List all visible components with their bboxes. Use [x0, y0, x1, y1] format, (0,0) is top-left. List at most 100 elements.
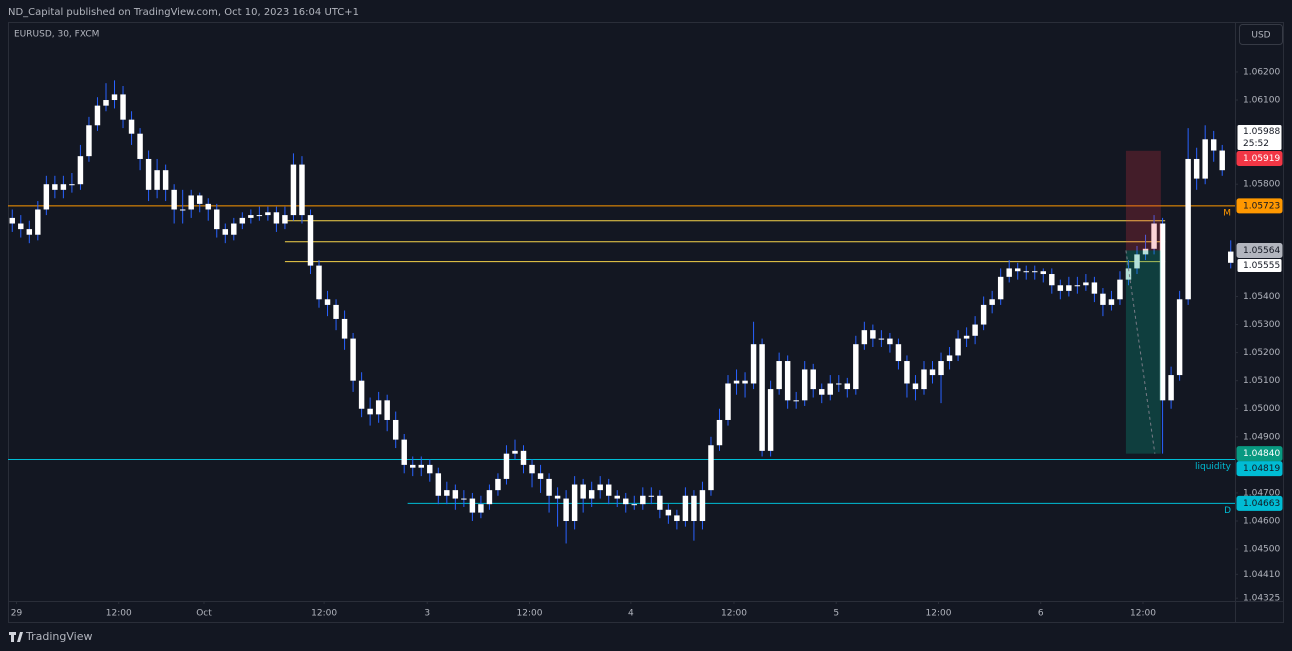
- candle-body: [699, 490, 706, 522]
- candle-body: [478, 504, 484, 513]
- candle-body: [793, 400, 799, 402]
- candle-body: [588, 490, 595, 499]
- candle-body: [290, 164, 297, 216]
- candle-body: [640, 495, 646, 505]
- candle-body: [870, 330, 876, 339]
- target-zone: [1125, 250, 1161, 454]
- y-tick-label: 1.05200: [1243, 348, 1280, 358]
- candle-body: [375, 400, 382, 415]
- level-text: M: [1223, 208, 1231, 218]
- candle-body: [128, 119, 135, 134]
- y-tick-label: 1.05000: [1243, 404, 1280, 414]
- x-tick-label: 5: [833, 609, 839, 619]
- candle-body: [750, 344, 757, 384]
- candle-body: [69, 184, 75, 186]
- price-label-box: [1236, 461, 1283, 477]
- candle-body: [853, 344, 859, 390]
- candle-body: [946, 355, 953, 362]
- candle-body: [103, 100, 109, 106]
- candle-body: [1210, 139, 1217, 151]
- candle-body: [733, 380, 740, 384]
- candle-body: [1151, 223, 1157, 249]
- candle-body: [461, 498, 467, 500]
- candle-body: [665, 509, 672, 516]
- candle-body: [571, 484, 578, 522]
- candle-body: [324, 299, 331, 305]
- candle-body: [674, 515, 680, 522]
- candle-body: [784, 361, 791, 401]
- x-tick-label: Oct: [196, 609, 212, 619]
- candle-body: [410, 464, 416, 468]
- candle-body: [1117, 279, 1123, 300]
- candle-body: [392, 419, 399, 440]
- candle-body: [605, 484, 612, 496]
- candle-body: [895, 344, 902, 362]
- candle-body: [1193, 158, 1200, 179]
- candle-body: [955, 338, 961, 356]
- price-label: 1.05919: [1243, 154, 1280, 164]
- candle-body: [94, 105, 101, 126]
- candle-body: [912, 383, 919, 390]
- candle-body: [444, 490, 450, 496]
- candle-body: [708, 445, 714, 491]
- candle-body: [341, 318, 348, 339]
- y-tick-label: 1.04500: [1243, 545, 1280, 555]
- x-tick-label: 29: [11, 609, 23, 619]
- x-tick-label: 6: [1038, 609, 1044, 619]
- candle-body: [904, 361, 910, 384]
- x-tick-label: 12:00: [517, 609, 543, 619]
- candle-body: [239, 217, 246, 224]
- logo-icon: [9, 632, 23, 642]
- level-text: liquidity: [1195, 462, 1232, 472]
- candle-body: [1023, 271, 1029, 273]
- y-tick-label: 1.04600: [1243, 517, 1280, 527]
- overlay: [1125, 150, 1161, 454]
- candle-body: [1057, 285, 1064, 291]
- currency-button[interactable]: [1239, 24, 1283, 45]
- candle-body: [563, 498, 569, 522]
- candle-body: [145, 158, 152, 190]
- x-tick-label: 12:00: [311, 609, 337, 619]
- candle-body: [86, 125, 92, 157]
- price-axis: 1.06200 1.06100 1.05800 1.05400 1.05300 1.052…: [11, 67, 1283, 619]
- candle-body: [725, 383, 731, 420]
- candle-body: [810, 369, 816, 390]
- candle-body: [52, 184, 58, 190]
- candle-body: [1100, 293, 1106, 305]
- price-label-box: [1236, 198, 1283, 214]
- price-label: 1.05988: [1243, 127, 1280, 137]
- candle-body: [1142, 248, 1149, 255]
- candle-body: [77, 156, 84, 185]
- candle-body: [1006, 268, 1012, 277]
- candle-body: [188, 195, 194, 210]
- currency-label: USD: [1251, 31, 1270, 41]
- footer-logo[interactable]: TradingView: [9, 630, 92, 643]
- candle-body: [18, 223, 24, 230]
- candle-body: [495, 478, 501, 491]
- price-label-box: [1236, 123, 1283, 151]
- price-label-box: [1236, 257, 1283, 273]
- y-tick-label: 1.04410: [1243, 570, 1280, 580]
- y-tick-label: 1.05300: [1243, 320, 1280, 330]
- candle-body: [137, 133, 143, 159]
- price-label-box: [1236, 446, 1283, 462]
- candle-body: [776, 361, 782, 390]
- candle-body: [384, 400, 390, 420]
- price-label: 1.05555: [1243, 261, 1280, 271]
- candle-body: [154, 170, 160, 190]
- candle-body: [878, 338, 885, 340]
- price-label: 1.05723: [1243, 201, 1280, 211]
- candle-body: [938, 361, 944, 376]
- candle-body: [972, 324, 978, 336]
- candle-body: [418, 464, 424, 468]
- candle-body: [554, 495, 561, 499]
- candle-body: [1202, 139, 1208, 179]
- position-path: [1125, 250, 1156, 454]
- y-tick-label: 1.04900: [1243, 432, 1280, 442]
- candle-body: [921, 369, 927, 390]
- candle-body: [1176, 299, 1183, 376]
- candle-body: [214, 209, 220, 230]
- y-tick-label: 1.05100: [1243, 376, 1280, 386]
